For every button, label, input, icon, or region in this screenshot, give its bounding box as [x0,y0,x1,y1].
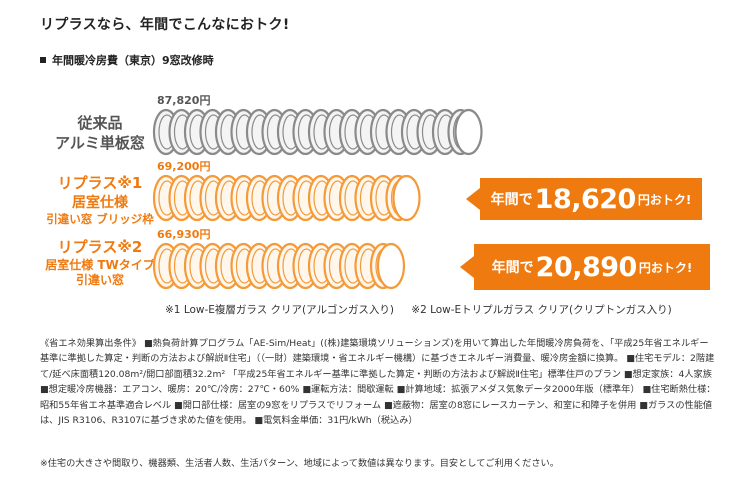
comparison-row-replus-1: リプラス※1 居室仕様 引違い窓 ブリッジ枠 69,200円 年間で 18,62… [0,156,754,226]
row-label-line: リプラス※1 [57,174,143,192]
price-label: 69,200円 [157,160,211,173]
row-label-line: アルミ単板窓 [55,133,145,152]
row-label-line: 引違い窓 [75,273,124,288]
glass-footnotes: ※1 Low-E複層ガラス クリア(アルゴンガス入り) ※2 Low-Eトリプル… [165,302,672,317]
subhead: 年間暖冷房費（東京）9窓改修時 [40,52,214,68]
row-label: リプラス※2 居室仕様 TWタイプ 引違い窓 [30,238,170,289]
badge-amount: 20,890 [535,251,638,283]
square-bullet-icon [40,57,46,63]
badge-suffix: 円おトク! [638,260,693,275]
comparison-row-replus-2: リプラス※2 居室仕様 TWタイプ 引違い窓 66,930円 年間で 20,89… [0,222,754,292]
badge-amount: 18,620 [534,183,637,215]
row-label-line: 居室仕様 [72,194,128,211]
coin-stack [152,108,483,156]
badge-prefix: 年間で [490,192,533,208]
row-label: リプラス※1 居室仕様 引違い窓 ブリッジ枠 [30,174,170,227]
coin-face-icon [454,108,483,156]
badge-suffix: 円おトク! [637,192,692,207]
row-label-line: 引違い窓 ブリッジ枠 [46,211,154,226]
headline: リプラスなら、年間でこんなにおトク! [40,17,290,33]
row-label-line: リプラス※2 [57,238,143,256]
price-label: 87,820円 [157,94,211,107]
badge-arrow-icon [466,188,480,210]
coin-stack [152,174,421,222]
row-label: 従来品 アルミ単板窓 [48,114,152,153]
row-label-line: 従来品 [77,114,123,132]
coin-face-icon [376,242,406,290]
badge-prefix: 年間で [491,260,534,276]
savings-badge: 年間で 20,890 円おトク! [474,244,710,290]
price-label: 66,930円 [157,228,211,241]
coin-face-icon [392,174,421,222]
disclaimer-note: ※住宅の大きさや間取り、機器類、生活者人数、生活パターン、地域によって数値は異な… [40,458,559,469]
subhead-text: 年間暖冷房費（東京）9窓改修時 [52,54,214,67]
footnote-1: ※1 Low-E複層ガラス クリア(アルゴンガス入り) [165,304,394,316]
coin-stack [152,242,406,290]
row-label-line: 居室仕様 TWタイプ [45,257,155,272]
badge-arrow-icon [460,256,474,278]
comparison-row-conventional: 従来品 アルミ単板窓 87,820円 [0,92,754,156]
footnote-2: ※2 Low-Eトリプルガラス クリア(クリプトンガス入り) [411,304,672,316]
savings-badge: 年間で 18,620 円おトク! [480,178,702,220]
calculation-conditions: 《省エネ効果算出条件》 ■熱負荷計算プログラム「AE-Sim/Heat」((株)… [40,338,716,427]
